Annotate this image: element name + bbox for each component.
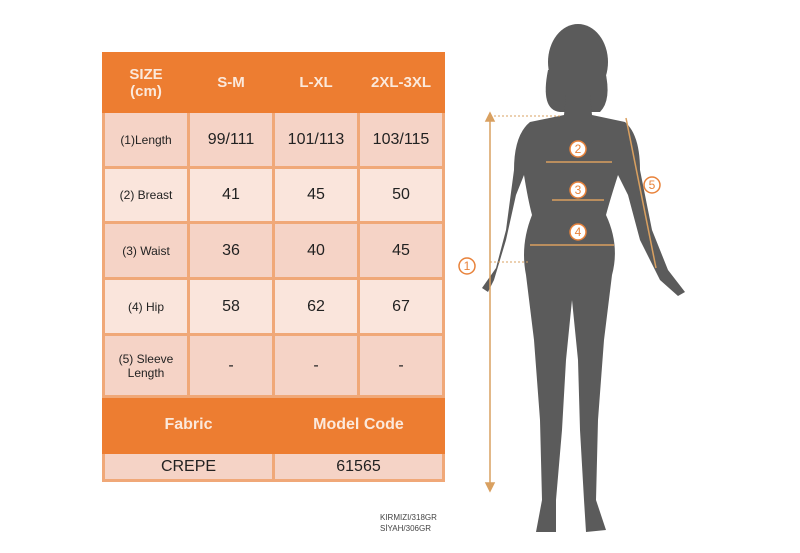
cell: 45 [272, 166, 360, 224]
size-chart-table: SIZE (cm) S-M L-XL 2XL-3XL (1)Length 99/1… [102, 52, 445, 482]
table-row: (3) Waist 36 40 45 [102, 221, 445, 280]
silhouette-icon [482, 24, 685, 532]
body-silhouette-figure: 1 2 3 4 5 [458, 24, 685, 532]
table-row: (1)Length 99/111 101/113 103/115 [102, 110, 445, 169]
row-label: (4) Hip [102, 277, 190, 336]
info-header-row: Fabric Model Code [102, 395, 445, 454]
model-code-value: 61565 [272, 451, 445, 482]
cell: 50 [357, 166, 445, 224]
note-line: SİYAH/306GR [380, 524, 431, 533]
row-label: (1)Length [102, 110, 190, 169]
size-header: SIZE (cm) [102, 52, 190, 113]
col-header: S-M [187, 52, 275, 113]
size-header-line1: SIZE [129, 65, 163, 83]
svg-text:2: 2 [575, 142, 582, 156]
cell: - [357, 333, 445, 398]
cell: 36 [187, 221, 275, 280]
header-row: SIZE (cm) S-M L-XL 2XL-3XL [102, 52, 445, 113]
col-header: L-XL [272, 52, 360, 113]
weight-notes: KIRMIZI/318GR SİYAH/306GR [380, 512, 437, 534]
row-label-line2: Length [127, 365, 165, 380]
table-row: (5) Sleeve Length - - - [102, 333, 445, 398]
info-row: CREPE 61565 [102, 451, 445, 482]
cell: 41 [187, 166, 275, 224]
table-row: (2) Breast 41 45 50 [102, 166, 445, 224]
measurement-markers: 1 2 3 4 5 [458, 140, 661, 275]
row-label: (2) Breast [102, 166, 190, 224]
cell: 101/113 [272, 110, 360, 169]
note-line: KIRMIZI/318GR [380, 513, 437, 522]
cell: 58 [187, 277, 275, 336]
svg-text:3: 3 [575, 183, 582, 197]
row-label-line1: (5) Sleeve [118, 351, 174, 366]
cell: 40 [272, 221, 360, 280]
col-header: 2XL-3XL [357, 52, 445, 113]
measurement-lines [484, 111, 657, 493]
cell: 99/111 [187, 110, 275, 169]
marker-5: 5 [643, 176, 661, 194]
size-header-line2: (cm) [130, 82, 162, 100]
table-row: (4) Hip 58 62 67 [102, 277, 445, 336]
marker-1: 1 [458, 257, 476, 275]
cell: - [187, 333, 275, 398]
row-label: (5) Sleeve Length [102, 333, 190, 398]
fabric-header: Fabric [102, 395, 275, 454]
fabric-value: CREPE [102, 451, 275, 482]
svg-text:5: 5 [649, 178, 656, 192]
row-label: (3) Waist [102, 221, 190, 280]
cell: 45 [357, 221, 445, 280]
svg-text:4: 4 [575, 225, 582, 239]
model-code-header: Model Code [272, 395, 445, 454]
cell: 62 [272, 277, 360, 336]
svg-text:1: 1 [464, 259, 471, 273]
cell: 67 [357, 277, 445, 336]
marker-2: 2 [569, 140, 587, 158]
cell: - [272, 333, 360, 398]
marker-4: 4 [569, 223, 587, 241]
cell: 103/115 [357, 110, 445, 169]
marker-3: 3 [569, 181, 587, 199]
